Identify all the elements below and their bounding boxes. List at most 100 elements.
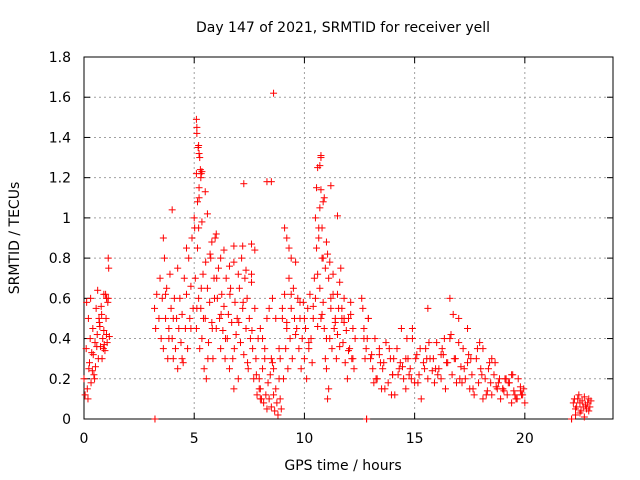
data-point xyxy=(203,284,211,292)
data-point xyxy=(259,335,267,343)
data-point xyxy=(162,290,170,298)
data-point xyxy=(321,355,329,363)
data-point xyxy=(263,314,271,322)
data-point xyxy=(238,254,246,262)
data-point xyxy=(92,304,100,312)
data-point xyxy=(432,365,440,373)
data-point xyxy=(184,345,192,353)
data-point xyxy=(360,325,368,332)
data-point xyxy=(319,254,327,262)
data-point xyxy=(87,379,95,387)
data-point xyxy=(226,290,234,298)
data-point xyxy=(221,355,229,363)
data-point xyxy=(214,264,222,272)
data-point xyxy=(313,184,321,192)
data-point xyxy=(194,198,202,206)
data-point xyxy=(363,415,371,423)
data-point xyxy=(327,294,335,302)
data-point xyxy=(277,405,285,413)
data-point xyxy=(195,224,203,232)
data-point xyxy=(97,302,105,310)
data-point xyxy=(324,250,332,258)
data-point xyxy=(100,341,108,349)
data-point xyxy=(568,415,576,423)
data-point xyxy=(86,335,94,343)
data-point xyxy=(423,355,431,363)
x-tick-label: 20 xyxy=(516,431,534,447)
data-point xyxy=(195,294,203,302)
data-point xyxy=(578,397,586,405)
data-point xyxy=(198,335,206,343)
data-point xyxy=(518,391,526,399)
data-point xyxy=(446,294,454,302)
data-point xyxy=(287,304,295,312)
data-point xyxy=(199,270,207,278)
data-point xyxy=(421,365,429,373)
data-point xyxy=(256,325,264,332)
data-point xyxy=(295,345,303,353)
data-point xyxy=(165,325,173,332)
data-point xyxy=(193,129,201,137)
data-point xyxy=(303,375,311,383)
data-point xyxy=(429,355,437,363)
data-point xyxy=(499,385,507,393)
data-point xyxy=(347,298,355,306)
data-point xyxy=(324,395,332,403)
data-point xyxy=(165,335,173,343)
y-tick-label: 0.8 xyxy=(49,251,71,267)
data-point xyxy=(216,314,224,322)
data-point xyxy=(81,391,89,399)
data-point xyxy=(333,331,341,339)
x-tick-label: 5 xyxy=(190,431,199,447)
data-point xyxy=(389,371,397,379)
data-point xyxy=(292,331,300,339)
data-point xyxy=(248,270,256,278)
data-point xyxy=(292,258,300,266)
data-point xyxy=(197,284,205,292)
data-point xyxy=(222,274,230,282)
data-point xyxy=(279,375,287,383)
data-point xyxy=(178,310,186,318)
data-point xyxy=(316,284,324,292)
data-point xyxy=(198,168,206,176)
data-point xyxy=(491,359,499,367)
data-point xyxy=(407,375,415,383)
data-point xyxy=(440,335,448,343)
data-point xyxy=(341,359,349,367)
x-tick-label: 10 xyxy=(296,431,314,447)
data-point xyxy=(316,204,324,212)
data-point xyxy=(361,355,369,363)
data-point xyxy=(405,371,413,379)
data-point xyxy=(194,244,202,252)
data-point xyxy=(205,339,213,347)
data-point xyxy=(188,234,196,242)
data-point xyxy=(282,345,290,353)
data-point xyxy=(251,304,259,312)
data-point xyxy=(286,335,294,343)
data-point xyxy=(272,385,280,393)
data-point xyxy=(252,371,260,379)
data-point xyxy=(174,264,182,272)
data-point xyxy=(225,365,233,373)
data-point xyxy=(350,365,358,373)
data-point xyxy=(322,365,330,373)
data-point xyxy=(478,371,486,379)
data-point xyxy=(89,351,97,359)
data-point xyxy=(249,345,257,353)
data-point xyxy=(437,375,445,383)
data-point xyxy=(465,351,473,359)
data-point xyxy=(497,395,505,403)
data-point xyxy=(437,351,445,359)
axis-ticks: 0 0.2 0.4 0.6 0.8 1 1.2 1.4 1.6 1.8 0 5 10 15 20 xyxy=(49,50,613,447)
data-point xyxy=(283,325,291,332)
data-point xyxy=(190,214,198,222)
data-point xyxy=(267,178,275,186)
data-point xyxy=(309,302,317,310)
data-point xyxy=(93,331,101,339)
data-point xyxy=(370,379,378,387)
data-point xyxy=(270,89,278,97)
y-tick-label: 0.6 xyxy=(49,291,71,307)
data-point xyxy=(314,270,322,278)
data-point xyxy=(248,327,256,335)
data-point xyxy=(488,355,496,363)
